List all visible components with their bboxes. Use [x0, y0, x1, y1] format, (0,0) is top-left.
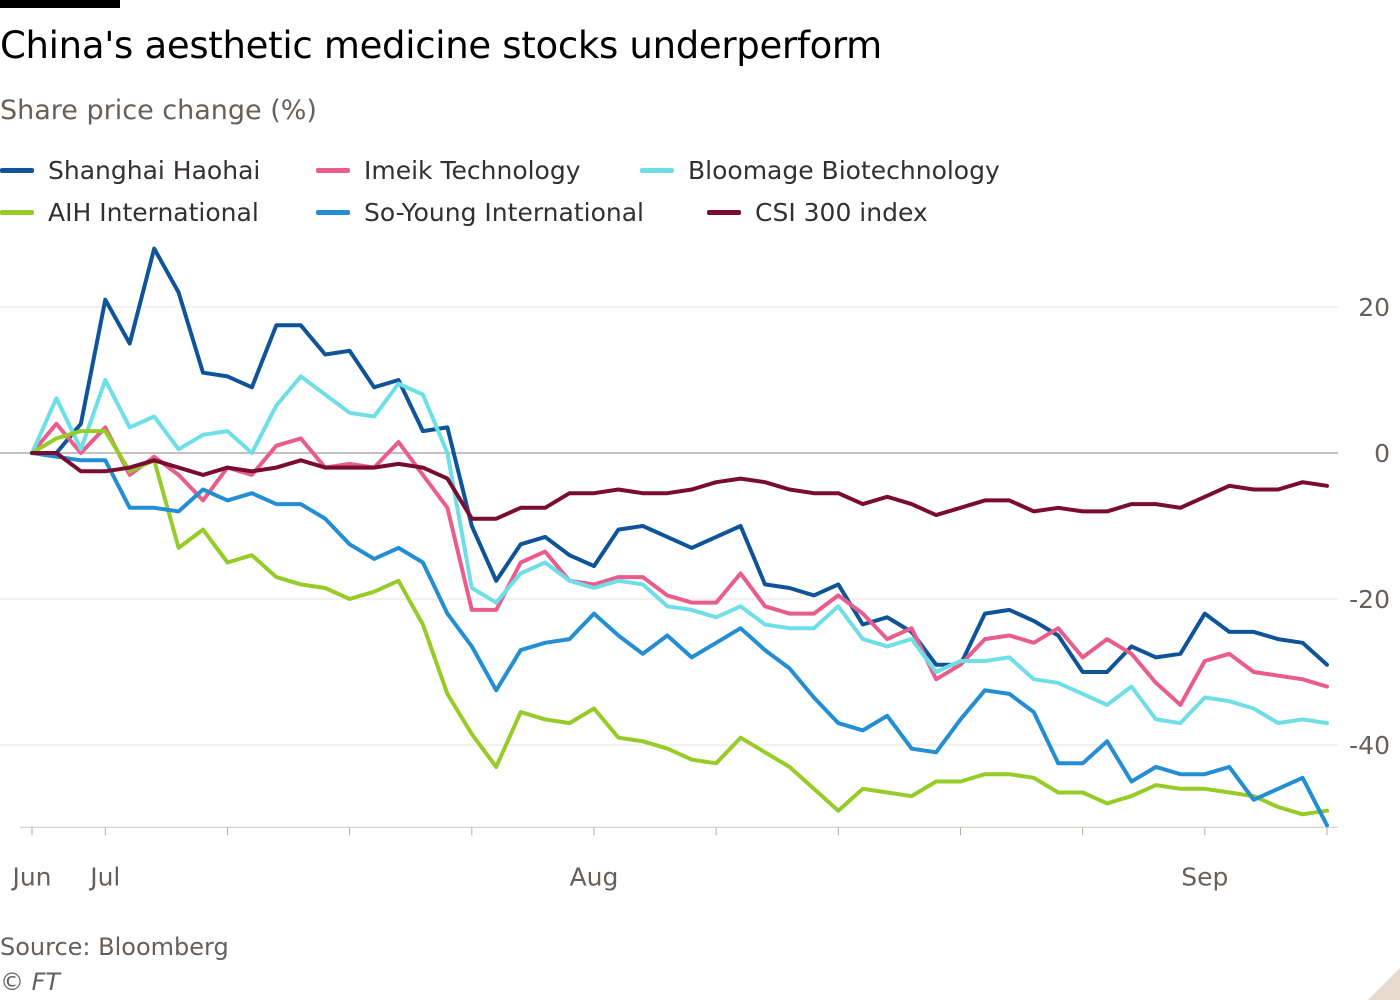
legend-item: So-Young International	[316, 198, 644, 227]
source-note: Source: Bloomberg	[0, 933, 229, 961]
legend-label: Shanghai Haohai	[48, 156, 261, 185]
legend-label: CSI 300 index	[755, 198, 928, 227]
legend-label: Imeik Technology	[364, 156, 581, 185]
legend-item: Bloomage Biotechnology	[640, 156, 1000, 185]
series-line-aih-international	[30, 429, 1329, 817]
legend-swatch	[707, 210, 741, 215]
series-line-csi-300-index	[30, 451, 1329, 521]
line-chart: 20 0 -20 -40 Jun Jul Aug Sep	[0, 246, 1390, 891]
series-line-so-young-international	[30, 451, 1329, 828]
series-line-imeik-technology	[30, 421, 1329, 707]
x-tick-label: Aug	[570, 862, 619, 891]
series-line-shanghai-haohai	[30, 246, 1329, 674]
y-tick-label: -20	[1349, 585, 1390, 614]
y-tick-label: 20	[1358, 293, 1390, 322]
ft-credit: © FT	[0, 968, 61, 996]
legend-label: AIH International	[48, 198, 259, 227]
legend-label: Bloomage Biotechnology	[688, 156, 1000, 185]
legend-item: Shanghai Haohai	[0, 156, 260, 185]
legend-item: CSI 300 index	[707, 198, 928, 227]
corner-fold-icon	[1368, 968, 1400, 1000]
chart-title: China's aesthetic medicine stocks underp…	[0, 24, 882, 67]
top-accent-bar	[0, 0, 120, 8]
legend-item: Imeik Technology	[316, 156, 581, 185]
x-tick-label: Jun	[10, 862, 51, 891]
y-tick-label: -40	[1349, 731, 1390, 760]
chart-legend: Shanghai Haohai Imeik Technology Bloomage …	[0, 156, 1100, 240]
chart-subtitle: Share price change (%)	[0, 95, 317, 126]
legend-swatch	[640, 168, 674, 173]
legend-item: AIH International	[0, 198, 259, 227]
x-tick-label: Sep	[1181, 862, 1228, 891]
series-line-bloomage-biotechnology	[30, 374, 1329, 726]
x-tick-label: Jul	[88, 862, 120, 891]
legend-swatch	[316, 210, 350, 215]
legend-swatch	[0, 168, 34, 173]
legend-label: So-Young International	[364, 198, 644, 227]
legend-swatch	[316, 168, 350, 173]
y-tick-label: 0	[1374, 439, 1390, 468]
legend-swatch	[0, 210, 34, 215]
